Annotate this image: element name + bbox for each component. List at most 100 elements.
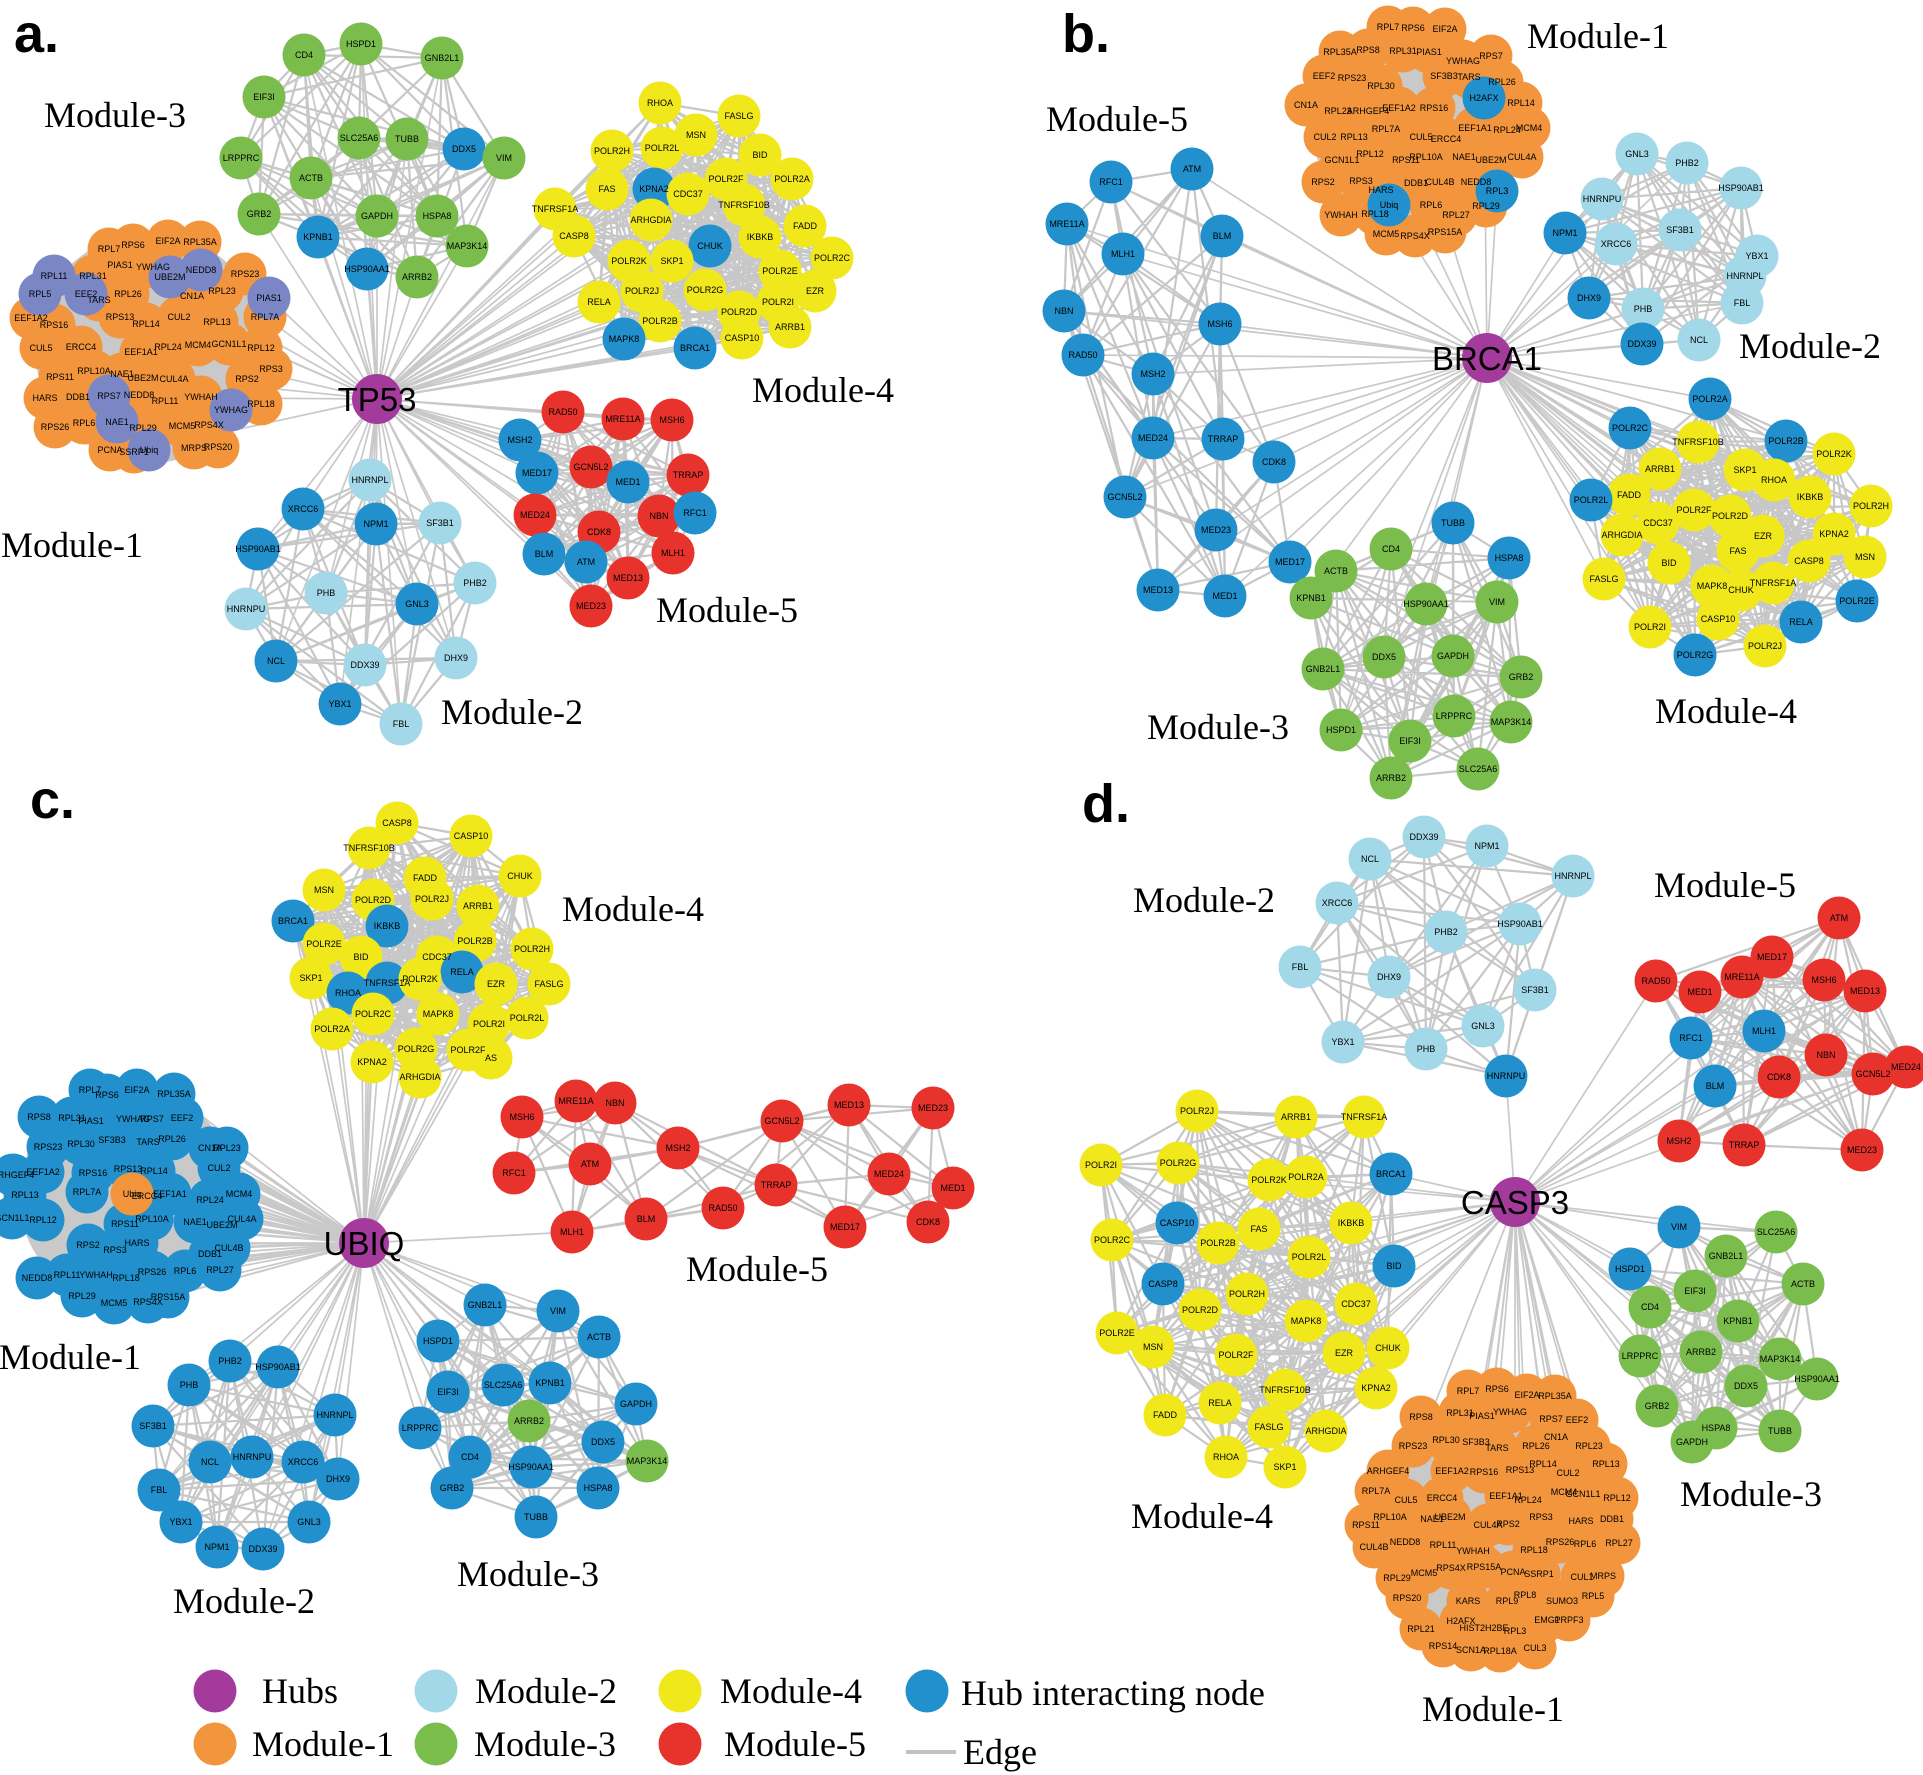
svg-text:YWHAG: YWHAG (136, 262, 170, 272)
svg-text:Module-1: Module-1 (252, 1724, 394, 1764)
svg-text:DDX39: DDX39 (1409, 832, 1438, 842)
svg-text:RPL13: RPL13 (1592, 1459, 1620, 1469)
svg-text:MED23: MED23 (1847, 1145, 1877, 1155)
svg-text:RPL7A: RPL7A (73, 1187, 102, 1197)
svg-text:DDB1: DDB1 (66, 392, 90, 402)
svg-text:POLR2E: POLR2E (306, 939, 342, 949)
svg-text:PHB2: PHB2 (1675, 158, 1699, 168)
svg-text:TNFRSF10B: TNFRSF10B (718, 200, 770, 210)
svg-text:KPNB1: KPNB1 (1723, 1316, 1753, 1326)
svg-text:RPL30: RPL30 (67, 1139, 95, 1149)
svg-text:AS: AS (485, 1053, 497, 1063)
svg-text:SSRP1: SSRP1 (1524, 1569, 1554, 1579)
svg-text:POLR2I: POLR2I (473, 1019, 505, 1029)
svg-text:RPS4X: RPS4X (1436, 1563, 1466, 1573)
svg-text:FASLG: FASLG (724, 111, 753, 121)
svg-text:MED24: MED24 (1138, 433, 1168, 443)
svg-text:MAP3K14: MAP3K14 (447, 241, 488, 251)
svg-text:TUBB: TUBB (1441, 518, 1465, 528)
svg-text:MED24: MED24 (874, 1169, 904, 1179)
svg-text:RPS11: RPS11 (46, 372, 74, 382)
svg-text:CD4: CD4 (1382, 544, 1400, 554)
svg-text:MED13: MED13 (1143, 585, 1173, 595)
svg-text:BRCA1: BRCA1 (1376, 1169, 1406, 1179)
svg-text:SF3B3: SF3B3 (98, 1135, 126, 1145)
svg-text:KPNB1: KPNB1 (303, 232, 333, 242)
svg-text:UBE2M: UBE2M (1475, 155, 1506, 165)
svg-text:RPL10A: RPL10A (77, 366, 111, 376)
svg-text:RPS13: RPS13 (1506, 1465, 1535, 1475)
svg-text:RPS2: RPS2 (76, 1240, 100, 1250)
svg-text:MAPK8: MAPK8 (423, 1009, 454, 1019)
svg-text:RPL6: RPL6 (1574, 1539, 1597, 1549)
svg-text:IKBKB: IKBKB (747, 232, 774, 242)
svg-text:RELA: RELA (1789, 617, 1813, 627)
svg-text:HNRNPL: HNRNPL (1554, 871, 1591, 881)
svg-text:BID: BID (1661, 558, 1677, 568)
svg-text:FAS: FAS (1729, 546, 1746, 556)
svg-text:POLR2J: POLR2J (415, 894, 449, 904)
svg-text:CDK8: CDK8 (1767, 1072, 1791, 1082)
svg-text:RPL27: RPL27 (1442, 210, 1470, 220)
svg-text:HARS: HARS (1568, 1516, 1593, 1526)
svg-text:GNB2L1: GNB2L1 (1306, 664, 1341, 674)
svg-text:BLM: BLM (1213, 231, 1232, 241)
svg-text:RPL30: RPL30 (1432, 1435, 1460, 1445)
svg-text:MCM4: MCM4 (185, 340, 212, 350)
svg-text:YBX1: YBX1 (328, 699, 351, 709)
svg-text:RPL24: RPL24 (1514, 1495, 1542, 1505)
svg-text:GRB2: GRB2 (1645, 1401, 1670, 1411)
svg-text:CDC37: CDC37 (422, 952, 452, 962)
svg-text:RPL26: RPL26 (1488, 77, 1516, 87)
svg-text:POLR2E: POLR2E (1099, 1328, 1135, 1338)
svg-text:PHB2: PHB2 (218, 1356, 242, 1366)
svg-text:RPS23: RPS23 (231, 269, 260, 279)
svg-text:CASP8: CASP8 (559, 231, 589, 241)
svg-text:HSPA8: HSPA8 (584, 1483, 613, 1493)
svg-text:HSPA8: HSPA8 (1702, 1423, 1731, 1433)
svg-text:CDK8: CDK8 (587, 527, 611, 537)
svg-text:RPL23: RPL23 (213, 1143, 241, 1153)
svg-text:KPNA2: KPNA2 (1819, 529, 1849, 539)
svg-text:POLR2I: POLR2I (1634, 622, 1666, 632)
svg-text:HSP90AA1: HSP90AA1 (1794, 1374, 1840, 1384)
svg-text:EZR: EZR (1754, 531, 1773, 541)
svg-text:FBL: FBL (1292, 962, 1309, 972)
svg-text:MAP3K14: MAP3K14 (1491, 717, 1532, 727)
svg-text:RPL9: RPL9 (1496, 1596, 1519, 1606)
svg-text:PIAS1: PIAS1 (1416, 47, 1442, 57)
svg-text:SKP1: SKP1 (1273, 1462, 1296, 1472)
svg-text:FBL: FBL (393, 719, 410, 729)
svg-text:TARS: TARS (1485, 1443, 1508, 1453)
svg-text:RPL35A: RPL35A (1323, 47, 1357, 57)
svg-text:POLR2B: POLR2B (1768, 436, 1804, 446)
svg-text:IKBKB: IKBKB (374, 921, 401, 931)
svg-text:ARRB1: ARRB1 (1645, 464, 1675, 474)
svg-text:UBE2M: UBE2M (1434, 1512, 1465, 1522)
svg-text:c.: c. (30, 770, 75, 830)
svg-text:GRB2: GRB2 (440, 1483, 465, 1493)
svg-text:YBX1: YBX1 (169, 1517, 192, 1527)
svg-text:DDX39: DDX39 (248, 1544, 277, 1554)
svg-text:RPL18: RPL18 (247, 399, 275, 409)
svg-text:RPS15A: RPS15A (1428, 227, 1463, 237)
svg-text:NCL: NCL (267, 656, 285, 666)
svg-text:GNL3: GNL3 (1625, 149, 1649, 159)
svg-text:POLR2F: POLR2F (1218, 1350, 1254, 1360)
svg-text:Module-3: Module-3 (1147, 707, 1289, 747)
svg-text:ATM: ATM (577, 557, 595, 567)
svg-text:NAE1: NAE1 (1420, 1514, 1444, 1524)
svg-text:RPL10A: RPL10A (135, 1214, 169, 1224)
svg-text:RPS23: RPS23 (1338, 73, 1367, 83)
svg-text:TUBB: TUBB (524, 1512, 548, 1522)
svg-text:CASP10: CASP10 (1701, 614, 1736, 624)
svg-text:RPL14: RPL14 (132, 319, 160, 329)
svg-text:RPL18A: RPL18A (1483, 1646, 1517, 1656)
svg-text:Ubiq: Ubiq (140, 445, 159, 455)
svg-text:DDX39: DDX39 (1627, 339, 1656, 349)
svg-text:b.: b. (1062, 4, 1110, 64)
svg-text:RPL35A: RPL35A (183, 237, 217, 247)
svg-text:RPL18: RPL18 (1361, 209, 1389, 219)
svg-text:MCM5: MCM5 (101, 1298, 128, 1308)
svg-text:RPL14: RPL14 (140, 1166, 168, 1176)
